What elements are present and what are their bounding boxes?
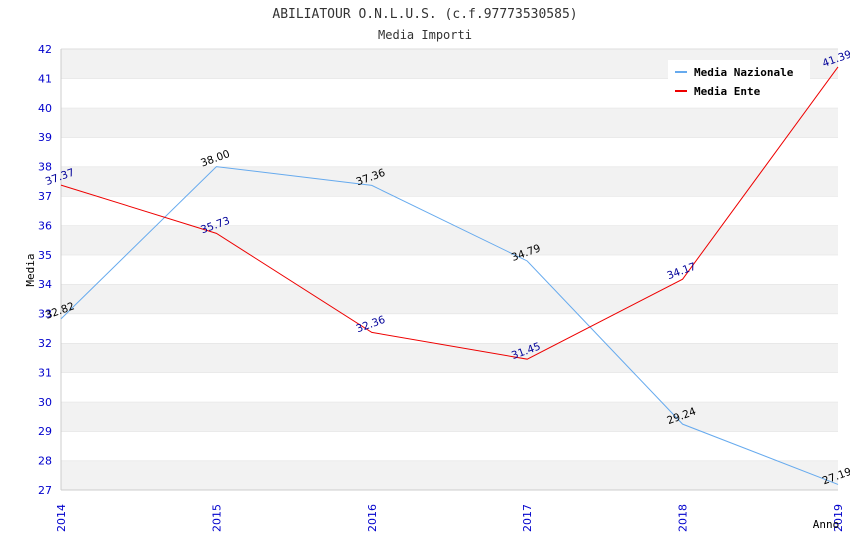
grid-band [61, 401, 838, 432]
y-tick-label: 38 [38, 161, 52, 174]
chart-subtitle: Media Importi [378, 28, 472, 42]
y-tick-labels: 27 28 29 30 31 32 33 34 35 36 37 38 39 40 41 42 [38, 43, 52, 497]
grid-band [61, 196, 838, 226]
y-tick-label: 30 [38, 396, 52, 409]
y-tick-label: 33 [38, 308, 52, 321]
y-tick-label: 40 [38, 102, 52, 115]
legend-entry: Media Ente [694, 85, 761, 98]
grid-bands [61, 48, 838, 490]
x-tick-label: 2014 [55, 504, 68, 532]
series-line [60, 166, 839, 485]
grid-band [61, 166, 838, 196]
legend-entry: Media Nazionale [694, 66, 794, 79]
axes [60, 49, 838, 491]
grid-band [61, 431, 838, 461]
grid-band [61, 372, 838, 402]
y-tick-label: 27 [38, 484, 52, 497]
y-tick-label: 28 [38, 455, 52, 468]
x-tick-label: 2018 [677, 504, 690, 532]
series-lines [60, 66, 839, 485]
grid-band [61, 460, 838, 490]
y-axis-label: Media [24, 253, 37, 286]
grid-band [61, 137, 838, 167]
y-tick-label: 34 [38, 278, 52, 291]
y-tick-label: 29 [38, 425, 52, 438]
x-axis-label: Anno [813, 518, 840, 531]
chart-title: ABILIATOUR O.N.L.U.S. (c.f.97773530585) [272, 7, 577, 22]
x-tick-label: 2015 [210, 504, 223, 532]
y-tick-label: 32 [38, 337, 52, 350]
grid-band [61, 107, 838, 138]
x-tick-label: 2016 [366, 504, 379, 532]
x-tick-label: 2017 [521, 504, 534, 532]
y-tick-label: 42 [38, 43, 52, 56]
grid-band [61, 284, 838, 314]
grid-band [61, 225, 838, 255]
x-tick-label: 2019 [832, 504, 845, 532]
legend: Media Nazionale Media Ente [668, 60, 810, 100]
series-line [60, 66, 839, 360]
y-tick-label: 31 [38, 366, 52, 379]
y-tick-label: 37 [38, 190, 52, 203]
legend-box [668, 60, 810, 100]
grid-band [61, 313, 838, 343]
y-tick-label: 35 [38, 249, 52, 262]
grid-band [61, 343, 838, 373]
y-tick-label: 41 [38, 72, 52, 85]
y-tick-label: 39 [38, 131, 52, 144]
grid-band [61, 254, 838, 285]
x-tick-labels: 2014 2015 2016 2017 2018 2019 [55, 504, 845, 532]
y-tick-label: 36 [38, 219, 52, 232]
